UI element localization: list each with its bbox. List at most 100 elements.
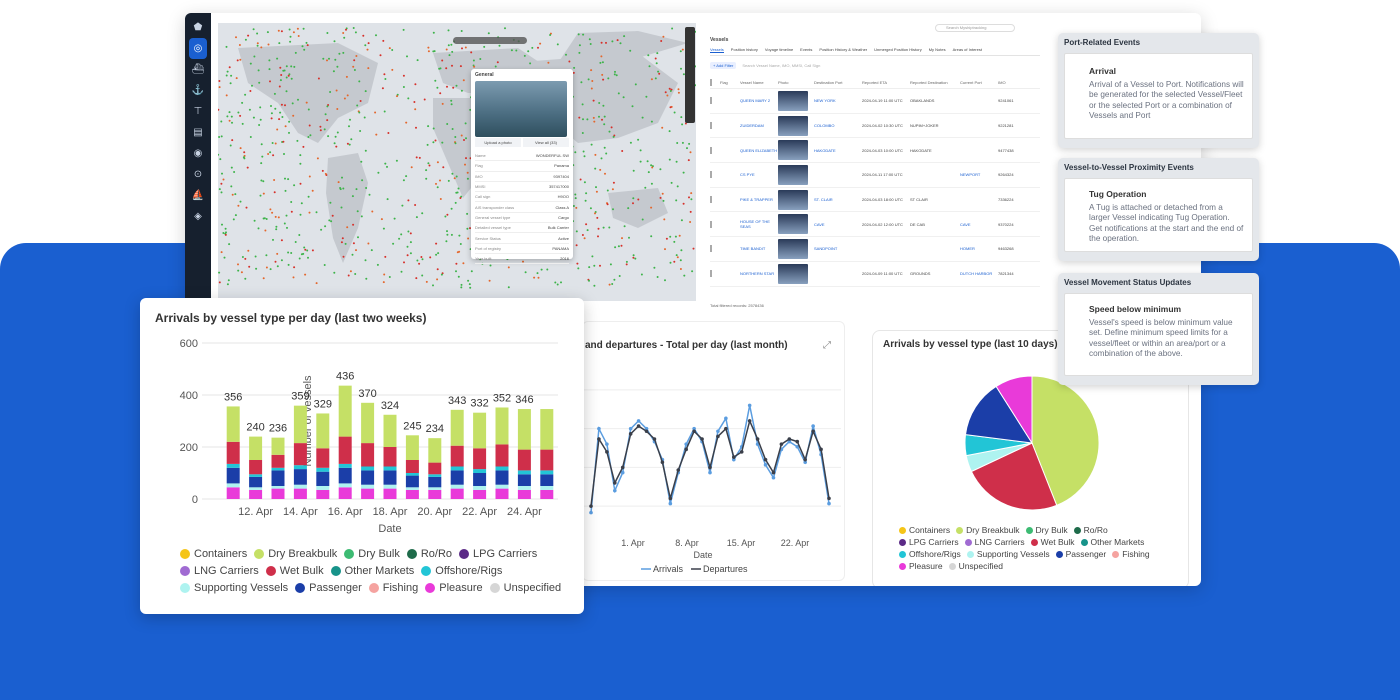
vessel-name-link[interactable]: NORTHERN STAR [740,271,775,277]
row-checkbox[interactable] [710,146,720,154]
table-row[interactable]: TIME BANDIT SANDPOINT HOMER 9463268 [710,237,1040,262]
legend-item[interactable]: LPG Carriers [899,537,959,548]
upload-photo-button[interactable]: Upload a photo [475,138,521,147]
tab-events[interactable]: Events [800,47,813,52]
document-icon[interactable]: ▤ [193,127,203,138]
event-body[interactable]: Arrival Arrival of a Vessel to Port. Not… [1064,53,1253,139]
view-all-photos-button[interactable]: View all (33) [523,138,569,147]
crane-icon[interactable]: ⊤ [193,106,203,117]
map-search-bar[interactable] [453,37,527,44]
map-controls[interactable] [685,27,695,123]
tab-position-history[interactable]: Position history [730,47,758,52]
destination-link[interactable]: NEW YORK [814,98,836,104]
destination-link[interactable]: ST. CLAIR [814,197,833,203]
world-map[interactable] [218,23,696,301]
legend-item[interactable]: Other Markets [330,564,414,579]
ship-icon[interactable]: ⛴ [191,64,205,75]
legend-item[interactable]: Other Markets [1080,537,1144,548]
vessel-name-link[interactable]: TIME BANDIT [740,246,766,252]
column-header[interactable]: Destination Port [814,80,843,85]
legend-item[interactable]: LPG Carriers [459,547,537,562]
table-row[interactable]: ZUIDERDAM COLOMBO 2024-04-02 10:30 UTC NUPI… [710,114,1040,139]
fleet-icon[interactable]: ⛵ [191,190,205,201]
table-row[interactable]: CS PYE 2024-04-11 17:00 UTC NEWPORT 9264324 [710,163,1040,188]
legend-item[interactable]: Dry Bulk [344,547,400,562]
legend-item[interactable]: Unspecified [489,581,561,596]
tab-position-history-weather[interactable]: Position History & Weather [819,47,868,52]
column-header[interactable]: IMO [998,80,1006,85]
table-row[interactable]: HOUSE OF THE SEAS CAVE 2024-04-02 12:00 UT… [710,212,1040,238]
header-checkbox[interactable] [710,79,720,86]
vessel-name-link[interactable]: HOUSE OF THE SEAS [740,219,770,230]
expand-icon[interactable]: ⤢ [823,340,831,351]
destination-link[interactable]: CAVE [814,221,825,227]
destination-link[interactable]: SANDPOINT [814,246,838,252]
vessel-name-link[interactable]: ZUIDERDAM [740,123,764,129]
table-row[interactable]: QUEEN ELIZABETH HAKODATE 2024-04-03 10:00 … [710,138,1040,164]
legend-item[interactable]: Dry Bulk [1025,525,1068,536]
tab-my-notes[interactable]: My Notes [928,47,946,52]
legend-label[interactable]: Arrivals [653,564,684,574]
vessel-name-link[interactable]: QUEEN ELIZABETH [740,147,778,153]
legend-item[interactable]: Containers [899,525,950,536]
row-checkbox[interactable] [710,196,720,204]
destination-link[interactable]: HAKODATE [814,147,836,153]
legend-item[interactable]: Pleasure [425,581,483,596]
legend-item[interactable]: LNG Carriers [964,537,1025,548]
legend-item[interactable]: LNG Carriers [180,564,259,579]
event-body[interactable]: Tug Operation A Tug is attached or detac… [1064,178,1253,252]
search-input[interactable]: Search Myshiptracking [935,24,1015,32]
legend-label[interactable]: Departures [703,564,748,574]
current-port-link[interactable]: DUTCH HARBOR [960,271,993,277]
row-checkbox[interactable] [710,97,720,105]
tab-voyage-timeline[interactable]: Voyage timeline [764,47,794,52]
vessel-name-link[interactable]: QUEEN MARY 2 [740,98,771,104]
tab-unmerged-position-history[interactable]: Unmerged Position History [874,47,922,52]
event-body[interactable]: Speed below minimum Vessel's speed is be… [1064,293,1253,376]
vessel-filter-input[interactable]: Search Vessel Name, IMO, MMSI, Call Sign [742,63,821,68]
legend-item[interactable]: Offshore/Rigs [899,549,961,560]
column-header[interactable]: Reported Destination [910,80,948,85]
legend-item[interactable]: Dry Breakbulk [956,525,1020,536]
legend-item[interactable]: Fishing [368,581,418,596]
legend-item[interactable]: Wet Bulk [265,564,324,579]
legend-item[interactable]: Pleasure [899,561,943,572]
column-header[interactable]: Photo [778,80,789,85]
tab-vessels[interactable]: Vessels [710,47,724,53]
row-checkbox[interactable] [710,270,720,278]
legend-item[interactable]: Fishing [1112,549,1150,560]
legend-item[interactable]: Supporting Vessels [180,581,288,596]
legend-item[interactable]: Passenger [1055,549,1106,560]
current-port-link[interactable]: HOMER [960,246,975,252]
add-filter-button[interactable]: + Add Filter [710,62,737,69]
tab-areas-of-interest[interactable]: Areas of Interest [952,47,982,52]
legend-item[interactable]: Unspecified [948,561,1003,572]
row-checkbox[interactable] [710,171,720,179]
layers-icon[interactable]: ◈ [194,211,202,222]
row-checkbox[interactable] [710,122,720,130]
current-port-link[interactable]: CAVE [960,221,971,227]
legend-item[interactable]: Dry Breakbulk [254,547,337,562]
legend-item[interactable]: Offshore/Rigs [421,564,502,579]
current-port-link[interactable]: NEWPORT [960,172,981,178]
row-checkbox[interactable] [710,220,720,228]
globe-icon[interactable]: ◎ [189,38,207,59]
legend-item[interactable]: Wet Bulk [1030,537,1075,548]
column-header[interactable]: Vessel Name [740,80,764,85]
table-row[interactable]: PIKE & TRAPPER ST. CLAIR 2024-04-03 18:00 … [710,188,1040,213]
column-header[interactable]: Current Port [960,80,982,85]
column-header[interactable]: Reported ETA [862,80,888,85]
table-row[interactable]: QUEEN MARY 2 NEW YORK 2024-04-19 11:00 UTC… [710,89,1040,114]
radar-icon[interactable]: ⊙ [193,169,203,180]
destination-link[interactable]: COLOMBO [814,123,835,129]
legend-item[interactable]: Containers [180,547,247,562]
legend-item[interactable]: Ro/Ro [1073,525,1108,536]
legend-item[interactable]: Supporting Vessels [966,549,1050,560]
table-row[interactable]: NORTHERN STAR 2024-04-09 11:00 UTC GROUNDS… [710,262,1040,287]
vessel-name-link[interactable]: PIKE & TRAPPER [740,197,773,203]
vessel-name-link[interactable]: CS PYE [740,172,755,178]
anchor-icon[interactable]: ⚓ [191,85,205,96]
row-checkbox[interactable] [710,245,720,253]
legend-item[interactable]: Ro/Ro [406,547,452,562]
column-header[interactable]: Flag [720,80,728,85]
